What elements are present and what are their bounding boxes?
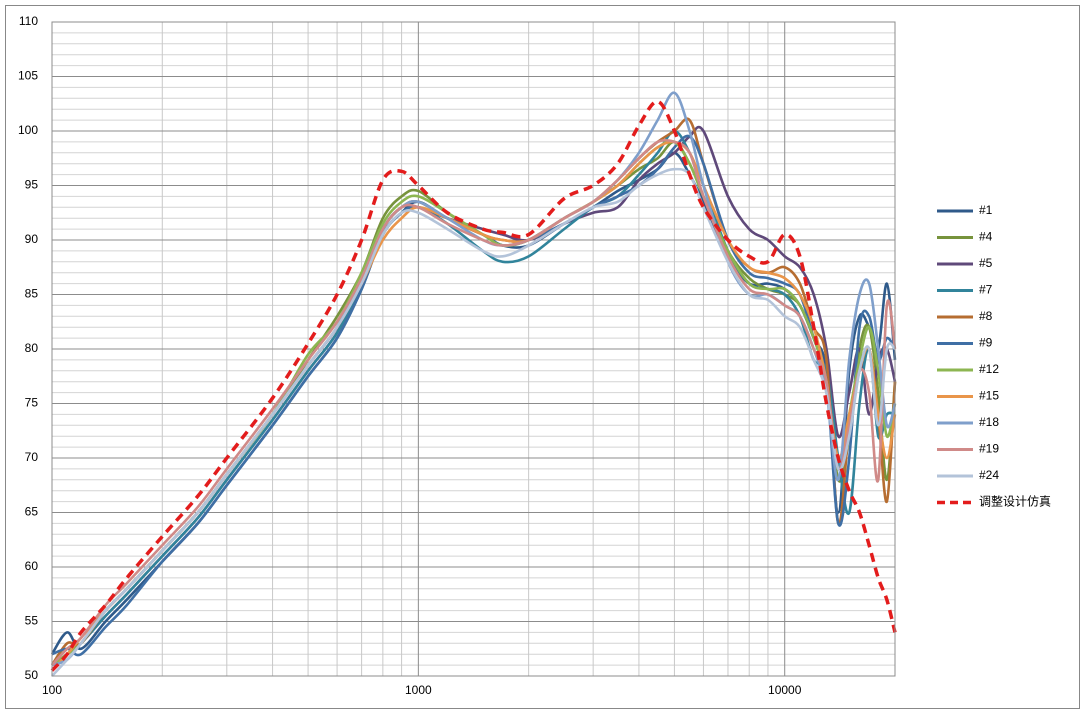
legend-label: #18 [979, 415, 999, 429]
y-tick-label: 85 [25, 287, 39, 301]
legend-label: #9 [979, 336, 993, 350]
y-tick-label: 80 [25, 341, 39, 355]
legend-label: #15 [979, 389, 999, 403]
y-tick-label: 60 [25, 559, 39, 573]
legend-label: #7 [979, 283, 993, 297]
plot-border [51, 21, 896, 677]
legend: #1 #4 #5 #7 #8 #9 #12 #15 #18 #19 #24 调整设计仿真 [937, 203, 1051, 509]
series-line [50, 99, 897, 672]
legend-label: #24 [979, 468, 999, 482]
legend-label: #19 [979, 442, 999, 456]
y-tick-label: 50 [25, 668, 39, 682]
legend-label: #12 [979, 362, 999, 376]
series-line [51, 134, 897, 657]
y-tick-label: 100 [18, 123, 38, 137]
legend-label: #1 [979, 203, 993, 217]
legend-label: 调整设计仿真 [979, 494, 1051, 509]
legend-label: #4 [979, 230, 993, 244]
legend-label: #8 [979, 309, 993, 323]
y-tick-label: 90 [25, 232, 39, 246]
legend-label: #5 [979, 256, 993, 270]
grid [51, 21, 896, 677]
x-tick-label: 100 [42, 683, 62, 697]
y-tick-label: 95 [25, 178, 39, 192]
y-tick-label: 55 [25, 614, 39, 628]
x-tick-label: 10000 [768, 683, 802, 697]
y-tick-label: 75 [25, 396, 39, 410]
y-tick-label: 65 [25, 505, 39, 519]
chart-frame [5, 5, 1080, 709]
axes: 50 55 60 65 70 75 80 85 90 95 100 105 110 100 1000 1000… [18, 14, 896, 697]
y-tick-label: 110 [19, 14, 38, 28]
plot-lines [50, 91, 897, 677]
y-tick-label: 105 [18, 69, 38, 83]
x-tick-label: 1000 [405, 683, 432, 697]
y-tick-label: 70 [25, 450, 39, 464]
